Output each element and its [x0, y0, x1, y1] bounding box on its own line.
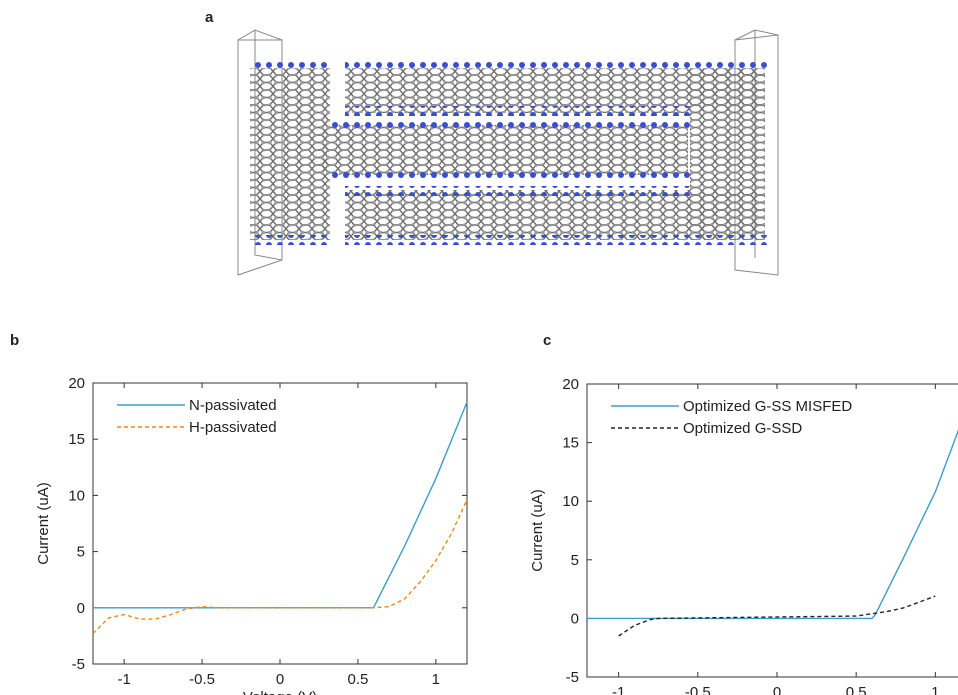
- y-tick-label: -5: [72, 656, 85, 673]
- x-tick-label: -0.5: [189, 671, 215, 688]
- series-line: [587, 429, 958, 620]
- y-tick-label: 0: [77, 600, 85, 617]
- x-tick-label: -1: [612, 684, 625, 695]
- y-tick-label: 15: [562, 435, 579, 452]
- x-tick-label: -0.5: [685, 684, 711, 695]
- y-tick-label: 20: [562, 376, 579, 393]
- y-tick-label: -5: [566, 669, 579, 686]
- y-axis-label: Current (uA): [35, 482, 52, 565]
- series-line: [92, 499, 468, 635]
- atoms: [330, 172, 690, 182]
- y-tick-label: 0: [571, 610, 579, 627]
- y-tick-label: 10: [562, 493, 579, 510]
- atoms: [345, 186, 690, 196]
- x-tick-label: 1: [931, 684, 939, 695]
- series-line: [93, 401, 468, 609]
- chart: -1 -0.5 0 0.5 1 -5 0 5 10 15 20 Voltage (V) Current …: [35, 375, 468, 695]
- atoms: [250, 62, 330, 72]
- chart: -1-0.500.51-505101520Voltage (V)Current …: [529, 376, 958, 695]
- atoms: [250, 235, 330, 245]
- panel-label: c: [543, 332, 551, 349]
- x-tick-label: 0: [773, 684, 781, 695]
- atoms: [330, 120, 690, 130]
- atoms: [345, 106, 690, 116]
- panel-label: b: [10, 332, 19, 349]
- y-tick-label: 20: [68, 375, 85, 392]
- x-axis-label: Voltage (V): [243, 689, 317, 695]
- x-tick-label: 1: [432, 671, 440, 688]
- structure-illustration: a: [205, 9, 779, 276]
- y-tick-label: 5: [571, 552, 579, 569]
- y-axis-label: Current (uA): [529, 489, 546, 572]
- y-tick-label: 5: [77, 544, 85, 561]
- lattice: [250, 68, 330, 240]
- legend-label: Optimized G-SS MISFED: [683, 398, 852, 415]
- legend-label: Optimized G-SSD: [683, 420, 802, 437]
- series-line: [618, 595, 936, 637]
- y-tick-label: 15: [68, 431, 85, 448]
- atoms: [345, 62, 770, 72]
- legend-label: H-passivated: [189, 419, 277, 436]
- x-tick-label: -1: [117, 671, 130, 688]
- x-tick-label: 0.5: [347, 671, 368, 688]
- lattice: [690, 68, 765, 240]
- atoms: [345, 235, 770, 245]
- panel-label: a: [205, 9, 214, 26]
- x-tick-label: 0: [276, 671, 284, 688]
- legend-label: N-passivated: [189, 397, 277, 414]
- plot-frame: [92, 382, 468, 665]
- lattice: [318, 125, 688, 175]
- x-tick-label: 0.5: [846, 684, 867, 695]
- y-tick-label: 10: [68, 487, 85, 504]
